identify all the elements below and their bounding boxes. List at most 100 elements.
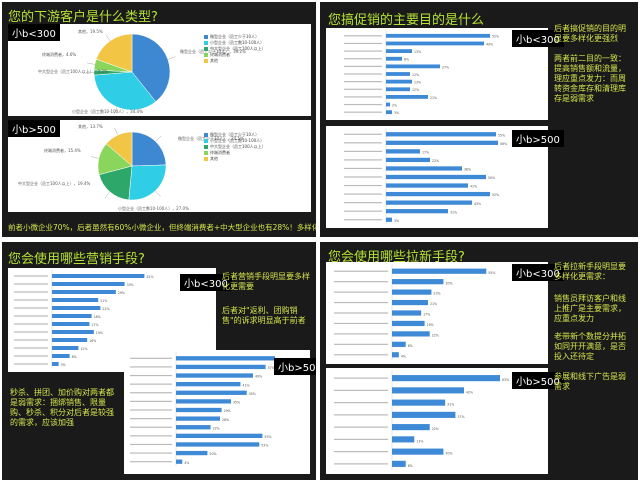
pie-slice xyxy=(98,165,133,201)
category-label-placeholder xyxy=(344,150,382,152)
category-label-placeholder xyxy=(14,355,48,357)
bar-value-label: 31% xyxy=(447,403,454,407)
chart-card-large: 63% 42% 31% 37% 22% 13% 30% 8% 小b>500 xyxy=(326,368,564,474)
category-label-placeholder xyxy=(130,443,172,446)
bar-value-label: 52% xyxy=(492,35,499,39)
category-label-placeholder xyxy=(344,73,382,75)
category-label-placeholder xyxy=(334,291,388,293)
category-label-placeholder xyxy=(130,435,172,437)
category-label-placeholder xyxy=(14,363,48,365)
segment-tag-small: 小b<300 xyxy=(180,274,232,291)
bar xyxy=(386,217,392,222)
category-label-placeholder xyxy=(130,374,172,377)
bar-value-label: 53% xyxy=(261,444,268,448)
category-label-placeholder xyxy=(334,301,388,304)
category-label-placeholder xyxy=(14,323,48,325)
bar-value-label: 12% xyxy=(412,73,419,77)
bar-chart-small: 52% 49% 13% 8% 27% 12% 13% 12% 21% 2% 3% xyxy=(344,30,499,116)
bar-value-label: 3% xyxy=(61,363,66,367)
category-label-placeholder xyxy=(130,383,172,385)
pie-leader-line xyxy=(155,190,161,197)
bar-value-label: 19% xyxy=(96,331,103,335)
bar-chart-large: 55% 56% 17%22% 38% 50% 41% 52% 43% 31% 3% xyxy=(344,128,507,224)
bar xyxy=(52,274,145,278)
category-label-placeholder xyxy=(130,392,172,394)
bar-value-label: 21% xyxy=(430,302,437,306)
bar xyxy=(392,424,430,431)
bar xyxy=(386,166,462,171)
bar xyxy=(386,41,484,46)
category-label-placeholder xyxy=(14,347,48,349)
bar xyxy=(386,157,430,163)
panel-title: 您的下游客户是什么类型? xyxy=(8,10,158,25)
bar xyxy=(386,56,402,61)
panel-customer-type: 您的下游客户是什么类型? 小b<300 其他，19.5% 终端消费者，4.6% … xyxy=(2,2,316,237)
pie-label: 微型企业（员工少于10人），39.2% xyxy=(180,49,246,54)
bar-value-label: 12% xyxy=(80,347,87,351)
legend-item: 其他 xyxy=(210,156,218,161)
pie-leader-line xyxy=(91,156,99,159)
bar xyxy=(52,314,92,318)
pie-label: 小型企业（员工数10-100人），34.4% xyxy=(72,109,143,114)
bar-value-label: 30% xyxy=(445,452,452,456)
pie-leader-line xyxy=(86,62,95,65)
bar-value-label: 2% xyxy=(392,103,397,107)
bar xyxy=(392,387,464,394)
category-label-placeholder xyxy=(14,291,48,293)
bar xyxy=(52,290,116,294)
pie-legend: 微型企业（员工少于10人） 小型企业（员工数10-100人） 中大型企业（员工1… xyxy=(204,34,266,64)
insight-note: 两者前二目的一致：提高销售额和流量，理应重点发力：而周转资金库存和清理库存是弱需… xyxy=(554,54,626,103)
category-label-placeholder xyxy=(334,312,388,314)
chart-card-small: 小b<300 其他，19.5% 终端消费者，4.6% 中大型企业（员工100人以… xyxy=(8,24,311,116)
bar xyxy=(386,209,448,214)
bar xyxy=(392,310,422,316)
category-label-placeholder xyxy=(334,426,388,428)
category-label-placeholder xyxy=(334,402,388,404)
bar-value-label: 55% xyxy=(498,133,505,137)
bar xyxy=(392,460,406,467)
bar xyxy=(176,399,231,404)
chart-card-large: 55% 56% 17% 22% 38% 50% 41% 52% 43% 31% 3% 小b>500 xyxy=(326,126,564,228)
bar-value-label: 3% xyxy=(394,111,399,115)
legend-item: 终端消费者 xyxy=(210,52,230,57)
bar xyxy=(392,352,399,358)
bar-value-label: 29% xyxy=(224,409,231,413)
category-label-placeholder xyxy=(344,219,382,221)
bar-value-label: 19% xyxy=(427,323,434,327)
bar xyxy=(176,425,211,430)
bar xyxy=(176,459,183,464)
chart-card-large: 小b>500 其他，13.7% 终端消费者，15.4% 中大型企业（员工100人… xyxy=(8,120,311,212)
bar xyxy=(52,362,59,366)
category-label-placeholder xyxy=(14,275,48,277)
panel-title: 您会使用哪些拉新手段? xyxy=(328,250,465,265)
bar xyxy=(392,341,406,347)
category-label-placeholder xyxy=(344,202,382,204)
segment-tag-small: 小b<300 xyxy=(512,30,564,47)
category-label-placeholder xyxy=(130,426,172,428)
bar-value-label: 35% xyxy=(233,401,240,405)
bar xyxy=(392,268,487,274)
category-label-placeholder xyxy=(344,184,382,187)
bar-value-label: 55% xyxy=(264,435,271,439)
bar-value-label: 8% xyxy=(408,464,413,468)
bar xyxy=(392,375,500,382)
category-label-placeholder xyxy=(334,463,388,465)
bar xyxy=(386,149,420,154)
bar xyxy=(386,79,412,84)
category-label-placeholder xyxy=(130,461,172,463)
category-label-placeholder xyxy=(334,343,388,345)
pie-slice xyxy=(93,71,157,111)
bar-value-label: 21% xyxy=(100,299,107,303)
category-label-placeholder xyxy=(344,35,382,37)
category-label-placeholder xyxy=(344,103,382,106)
panel-title: 您搞促销的主要目的是什么 xyxy=(328,13,485,28)
category-label-placeholder xyxy=(344,58,382,60)
bar-value-label: 42% xyxy=(466,390,473,394)
category-label-placeholder xyxy=(334,377,388,379)
insight-note: 老带新个数提分并拓如同开开满意，是否投入还待定 xyxy=(554,332,626,361)
pie-slice xyxy=(95,33,133,73)
category-label-placeholder xyxy=(344,210,382,212)
pie-leader-line xyxy=(167,56,176,60)
pie-leader-line xyxy=(155,135,162,142)
bar xyxy=(386,200,472,205)
